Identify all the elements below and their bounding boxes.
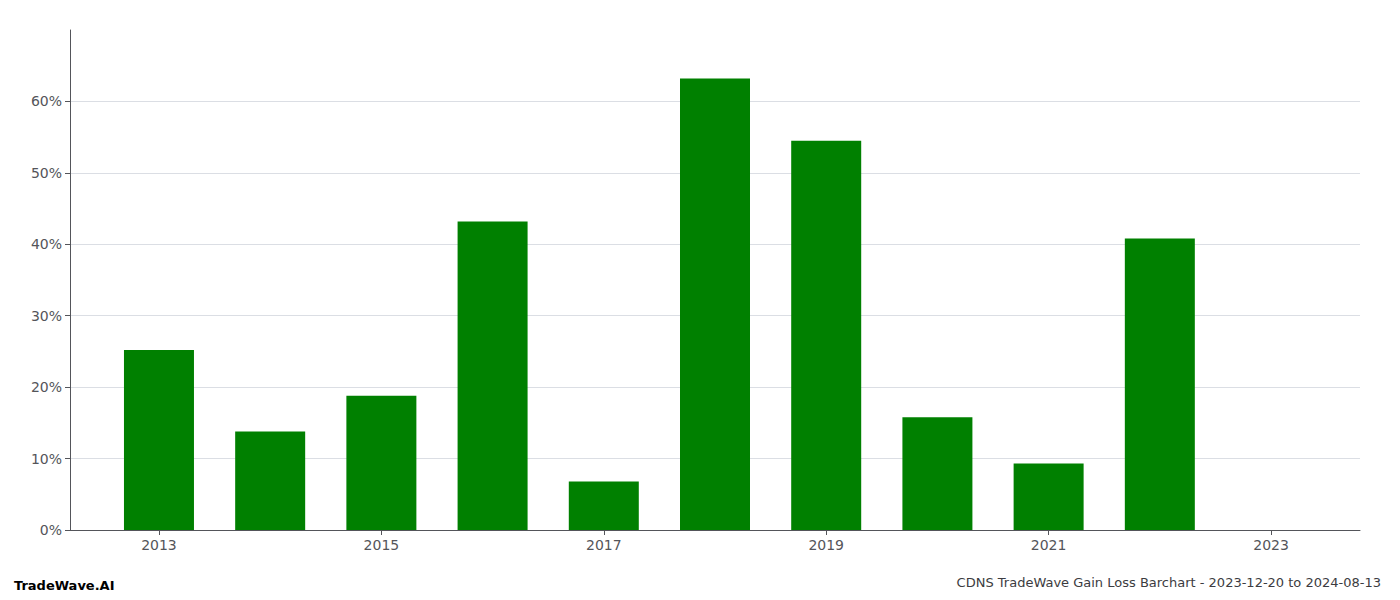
svg-text:2019: 2019 [808,537,844,553]
svg-text:10%: 10% [31,451,62,467]
svg-text:CDNS TradeWave Gain Loss Barch: CDNS TradeWave Gain Loss Barchart - 2023… [957,575,1381,590]
svg-text:2023: 2023 [1253,537,1289,553]
svg-text:60%: 60% [31,93,62,109]
svg-text:2021: 2021 [1031,537,1067,553]
svg-text:2013: 2013 [141,537,177,553]
svg-text:50%: 50% [31,165,62,181]
svg-text:0%: 0% [40,522,62,538]
svg-text:2015: 2015 [364,537,400,553]
svg-text:40%: 40% [31,236,62,252]
svg-text:TradeWave.AI: TradeWave.AI [14,578,115,593]
svg-text:20%: 20% [31,379,62,395]
svg-text:30%: 30% [31,308,62,324]
svg-text:2017: 2017 [586,537,622,553]
